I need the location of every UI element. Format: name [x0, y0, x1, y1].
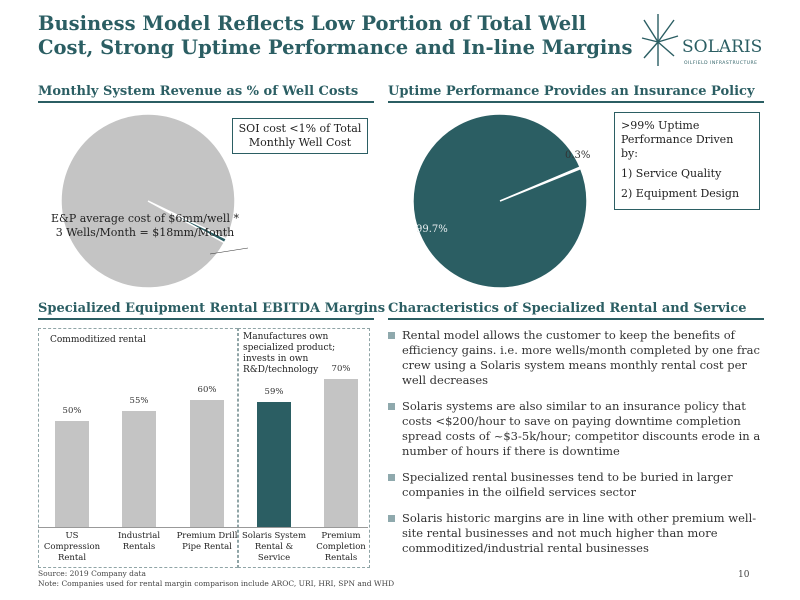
commoditized-annotation: Commoditized rental — [50, 335, 146, 345]
bar — [122, 410, 156, 527]
list-item: Specialized rental businesses tend to be… — [388, 470, 768, 500]
solaris-logo: SOLARIS OILFIELD INFRASTRUCTURE — [640, 8, 770, 78]
page-title: Business Model Reflects Low Portion of T… — [38, 12, 633, 59]
logo-text: SOLARIS — [682, 37, 762, 57]
specialized-group-box — [238, 328, 370, 568]
pie-slice — [60, 113, 236, 289]
bar — [190, 399, 224, 527]
revenue-section-title: Monthly System Revenue as % of Well Cost… — [38, 84, 359, 99]
bar — [324, 378, 358, 527]
solaris-star-icon: SOLARIS OILFIELD INFRASTRUCTURE — [641, 14, 762, 66]
uptime-large-label: 99.7% — [416, 224, 448, 235]
page-number: 10 — [738, 570, 750, 580]
pie-slice — [412, 113, 588, 289]
bar-value-label: 59% — [264, 387, 284, 398]
bar-value-label: 60% — [197, 384, 217, 395]
bar-category-label: Premium Drill Pipe Rental — [176, 531, 238, 552]
uptime-pie-chart — [412, 113, 588, 289]
bar — [55, 421, 89, 527]
margins-section-title: Specialized Equipment Rental EBITDA Marg… — [38, 301, 386, 316]
characteristics-section-title: Characteristics of Specialized Rental an… — [388, 301, 747, 316]
bar — [257, 402, 291, 527]
commoditized-group-box — [38, 328, 238, 568]
revenue-pie-chart — [60, 113, 249, 289]
margins-section-rule — [38, 318, 374, 320]
list-item: Rental model allows the customer to keep… — [388, 328, 768, 388]
characteristics-list: Rental model allows the customer to keep… — [388, 328, 768, 567]
bullet-square-icon — [388, 515, 395, 522]
bar-category-label: Solaris System Rental & Service — [241, 531, 307, 563]
uptime-callout-item: 1) Service Quality — [621, 167, 722, 180]
uptime-callout-title: >99% Uptime Performance Driven by: — [621, 119, 734, 160]
revenue-pie-inner-label: E&P average cost of $6mm/well * 3 Wells/… — [51, 212, 239, 239]
revenue-callout-box: SOI cost <1% of Total Monthly Well Cost — [232, 118, 368, 154]
source-footnote: Source: 2019 Company data — [38, 569, 146, 578]
bar-category-label: US Compression Rental — [43, 531, 101, 563]
uptime-callout-item: 2) Equipment Design — [621, 187, 740, 200]
specialized-annotation: Manufactures own specialized product; in… — [243, 332, 336, 375]
list-item: Solaris systems are also similar to an i… — [388, 399, 768, 459]
characteristics-section-rule — [388, 318, 764, 320]
list-item: Solaris historic margins are in line wit… — [388, 511, 768, 556]
bar-category-label: Industrial Rentals — [117, 531, 161, 552]
bar-value-label: 50% — [62, 406, 82, 417]
uptime-section-rule — [388, 101, 764, 103]
bar-axis-line — [38, 527, 368, 528]
bullet-square-icon — [388, 332, 395, 339]
note-footnote: Note: Companies used for rental margin c… — [38, 579, 395, 588]
bar-value-label: 70% — [331, 363, 351, 374]
revenue-section-rule — [38, 101, 374, 103]
bar-value-label: 55% — [129, 395, 149, 406]
uptime-callout-box: >99% Uptime Performance Driven by: 1) Se… — [614, 112, 760, 210]
bullet-square-icon — [388, 403, 395, 410]
bullet-square-icon — [388, 474, 395, 481]
uptime-section-title: Uptime Performance Provides an Insurance… — [388, 84, 755, 99]
bar-category-label: Premium Completion Rentals — [316, 531, 366, 563]
svg-text:OILFIELD INFRASTRUCTURE: OILFIELD INFRASTRUCTURE — [684, 60, 758, 66]
callout-line — [209, 247, 249, 255]
uptime-small-label: 0.3% — [565, 150, 591, 161]
